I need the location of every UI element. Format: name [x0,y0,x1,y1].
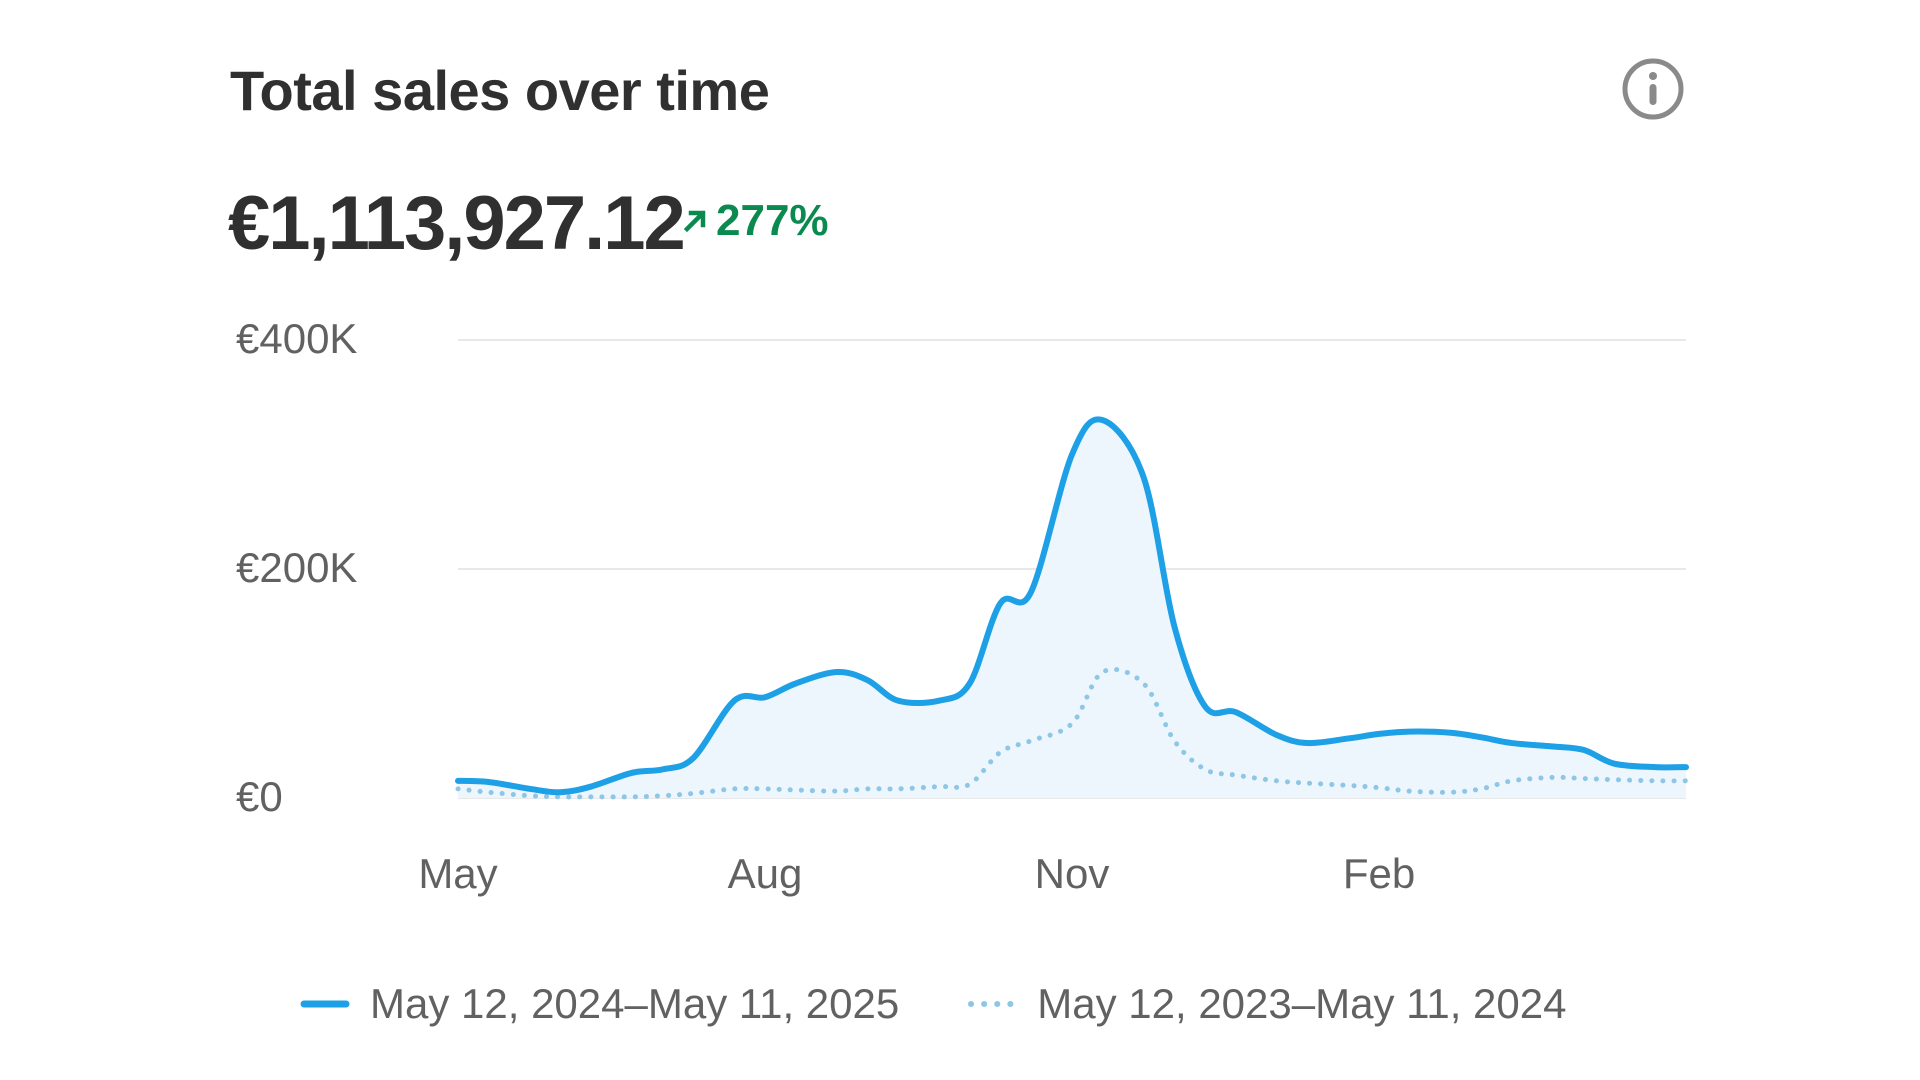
y-tick-label: €200K [236,544,358,591]
legend-swatch-solid [300,1000,350,1008]
y-tick-label: €0 [236,773,283,820]
card-title: Total sales over time [230,59,770,122]
total-sales-value: €1,113,927.12 [228,181,686,266]
legend-item-current[interactable]: May 12, 2024–May 11, 2025 [300,980,899,1028]
y-tick-label: €400K [236,315,358,362]
legend-label-previous: May 12, 2023–May 11, 2024 [1037,980,1567,1027]
series-current-area [458,419,1686,798]
info-circle-icon [1622,58,1684,120]
arrow-up-right-icon [683,210,706,233]
legend-item-previous[interactable]: May 12, 2023–May 11, 2024 [967,980,1567,1028]
chart-legend: May 12, 2024–May 11, 2025 May 12, 2023–M… [300,980,1635,1028]
change-percent: 277% [716,196,829,245]
x-tick-label: Feb [1342,850,1416,897]
x-tick-label: Aug [727,850,803,897]
x-tick-label: May [418,850,498,897]
info-button[interactable] [1620,56,1686,122]
x-tick-label: Nov [1034,850,1110,897]
legend-swatch-dotted [968,1001,1017,1007]
change-badge: 277% [682,196,829,246]
series-current-line[interactable] [455,416,1689,796]
legend-label-current: May 12, 2024–May 11, 2025 [370,980,900,1027]
